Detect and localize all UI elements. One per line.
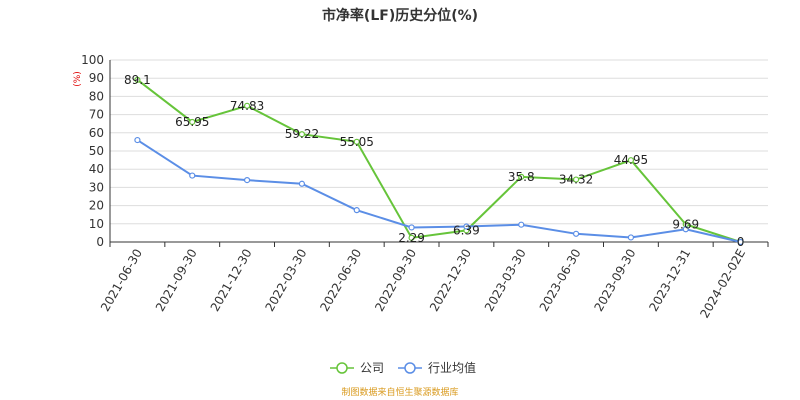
y-tick-label: 80 — [89, 89, 104, 103]
legend-swatch-marker — [404, 362, 416, 374]
series-line-0 — [136, 79, 741, 243]
series-line-1 — [136, 139, 741, 243]
source-note: 制图数据来自恒生聚源数据库 — [341, 386, 458, 398]
legend-label: 行业均值 — [428, 360, 476, 375]
y-tick-label: 30 — [89, 180, 104, 194]
data-point-0 — [627, 157, 635, 164]
data-point-1 — [518, 221, 525, 228]
data-label: 35.8 — [508, 170, 535, 184]
x-tick-label: 2021-12-30 — [208, 246, 255, 313]
y-tick-label: 50 — [89, 144, 104, 158]
y-tick-label: 0 — [96, 235, 104, 249]
data-label: 0 — [737, 235, 745, 249]
x-tick-label: 2023-06-30 — [537, 247, 584, 314]
grid — [110, 59, 768, 225]
data-label: 59.22 — [285, 127, 319, 141]
chart-title: 市净率(LF)历史分位(%) — [322, 7, 478, 24]
data-label: 55.05 — [340, 135, 374, 149]
legend-label: 公司 — [360, 361, 384, 375]
data-point-0 — [298, 131, 306, 138]
y-tick-label: 100 — [81, 53, 104, 67]
data-label: 74.83 — [230, 99, 264, 113]
y-tick-label: 10 — [89, 217, 104, 231]
data-point-1 — [298, 180, 306, 187]
data-point-1 — [243, 177, 251, 184]
x-tick-label: 2021-09-30 — [153, 247, 200, 314]
data-label: 65.95 — [175, 115, 209, 129]
data-point-1 — [682, 226, 689, 233]
data-point-1 — [572, 230, 580, 237]
x-tick-label: 2023-09-30 — [592, 247, 639, 314]
x-tick-label: 2024-02-02E — [697, 247, 748, 321]
data-point-0 — [518, 173, 525, 180]
x-tick-label: 2022-12-30 — [427, 246, 474, 313]
y-axis: 0 10 20 30 40 50 60 70 80 90 100 — [81, 53, 111, 249]
series-layer — [134, 76, 744, 246]
data-point-0 — [134, 76, 141, 83]
data-label: 6.39 — [453, 223, 480, 237]
data-point-0 — [353, 138, 360, 145]
data-label: 44.95 — [614, 153, 648, 167]
legend-item-1[interactable]: 行业均值 — [398, 360, 476, 375]
x-tick-label: 2021-06-30 — [98, 247, 145, 314]
x-tick-label: 2022-09-30 — [372, 247, 419, 314]
legend-item-0[interactable]: 公司 — [330, 361, 384, 375]
x-tick-label: 2023-12-31 — [646, 247, 693, 314]
data-label: 9.69 — [672, 217, 699, 231]
y-tick-label: 70 — [89, 108, 104, 122]
y-tick-label: 20 — [89, 199, 104, 213]
y-tick-label: 90 — [89, 71, 104, 85]
data-label: 89.1 — [124, 73, 151, 87]
data-point-1 — [353, 207, 360, 214]
y-tick-label: 60 — [89, 126, 104, 140]
data-point-1 — [408, 224, 415, 231]
x-tick-label: 2022-03-30 — [263, 247, 310, 314]
x-tick-label: 2022-06-30 — [317, 247, 364, 314]
data-point-1 — [134, 136, 141, 144]
data-point-0 — [243, 102, 251, 109]
data-label: 34.32 — [559, 173, 593, 187]
data-point-0 — [572, 176, 580, 183]
data-point-1 — [737, 238, 744, 246]
legend-swatch-marker — [336, 362, 348, 374]
legend[interactable]: 公司 行业均值 — [330, 360, 476, 375]
data-labels: 89.1 65.95 74.83 59.22 55.05 2.29 6.39 35.8 34.3… — [124, 73, 744, 249]
data-point-1 — [189, 172, 196, 179]
x-axis: 2021-06-30 2021-09-30 2021-12-30 2022-03-30… — [98, 241, 769, 321]
data-point-1 — [463, 223, 470, 230]
x-tick-label: 2023-03-30 — [482, 247, 529, 314]
data-label: 2.29 — [398, 231, 425, 245]
y-tick-label: 40 — [89, 162, 104, 176]
data-point-1 — [627, 234, 635, 241]
data-point-0 — [408, 234, 415, 241]
y-axis-unit-label: (%) — [73, 71, 83, 87]
data-point-0 — [189, 118, 196, 126]
